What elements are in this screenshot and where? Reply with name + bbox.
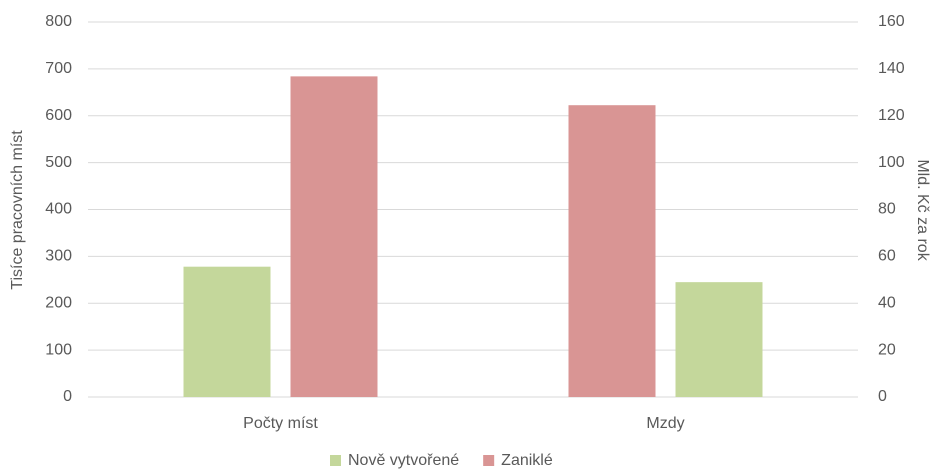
y-tick-label: 100 — [45, 341, 72, 358]
y2-tick-label: 100 — [878, 154, 905, 171]
y-tick-label: 500 — [45, 154, 72, 171]
y2-tick-label: 40 — [878, 294, 896, 311]
y2-tick-label: 120 — [878, 107, 905, 124]
legend-label: Zaniklé — [501, 452, 553, 469]
y-axis-label: Tisíce pracovních míst — [9, 130, 26, 290]
x-tick-label: Mzdy — [646, 415, 684, 432]
y2-axis-label: Mld. Kč za rok — [914, 159, 931, 261]
y-tick-label: 800 — [45, 13, 72, 30]
bar — [568, 105, 656, 397]
y2-tick-label: 20 — [878, 341, 896, 358]
y-tick-label: 200 — [45, 294, 72, 311]
y2-tick-label: 140 — [878, 60, 905, 77]
y-tick-label: 0 — [63, 388, 72, 405]
legend-swatch — [330, 455, 341, 466]
bar — [290, 76, 378, 397]
y-tick-label: 600 — [45, 107, 72, 124]
bar — [675, 282, 763, 397]
bar — [183, 266, 271, 397]
legend-swatch — [483, 455, 495, 466]
legend-label: Nově vytvořené — [348, 452, 459, 469]
y2-tick-label: 80 — [878, 201, 896, 218]
y-tick-label: 400 — [45, 201, 72, 218]
x-tick-label: Počty míst — [243, 415, 318, 432]
y2-tick-label: 160 — [878, 13, 905, 30]
y2-tick-label: 60 — [878, 248, 896, 265]
y-tick-label: 300 — [45, 248, 72, 265]
y-tick-label: 700 — [45, 60, 72, 77]
y2-tick-label: 0 — [878, 388, 887, 405]
